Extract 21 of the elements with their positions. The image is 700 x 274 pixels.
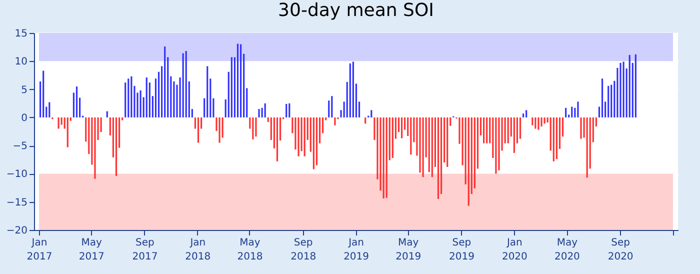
y-tick-label: −20 (6, 226, 28, 236)
x-tick-label: Sep 2017 (132, 238, 158, 262)
chart-title: 30-day mean SOI (278, 0, 434, 21)
x-tick-label: May 2018 (237, 238, 263, 262)
x-tick-label: May 2017 (78, 238, 104, 262)
x-tick-label: Jan 2019 (344, 238, 370, 262)
x-tick-label: Jan 2017 (26, 238, 52, 262)
x-tick-label: Jan 2018 (185, 238, 211, 262)
x-tick-label: May 2019 (396, 238, 422, 262)
y-tick-label: 15 (14, 28, 28, 40)
x-tick-label: Sep 2020 (608, 238, 634, 262)
x-tick-label: Sep 2019 (449, 238, 474, 262)
y-tick-label: −5 (12, 141, 28, 152)
y-tick-label: −15 (6, 197, 28, 208)
y-tick-label: 5 (21, 84, 28, 96)
y-tick-label: 0 (21, 112, 28, 124)
x-tick-label: May 2020 (554, 238, 580, 262)
x-tick-label: Jan 2020 (502, 238, 528, 262)
y-tick-label: −10 (6, 169, 28, 180)
y-tick-label: 10 (14, 56, 28, 68)
x-tick-label: Sep 2018 (290, 238, 316, 262)
